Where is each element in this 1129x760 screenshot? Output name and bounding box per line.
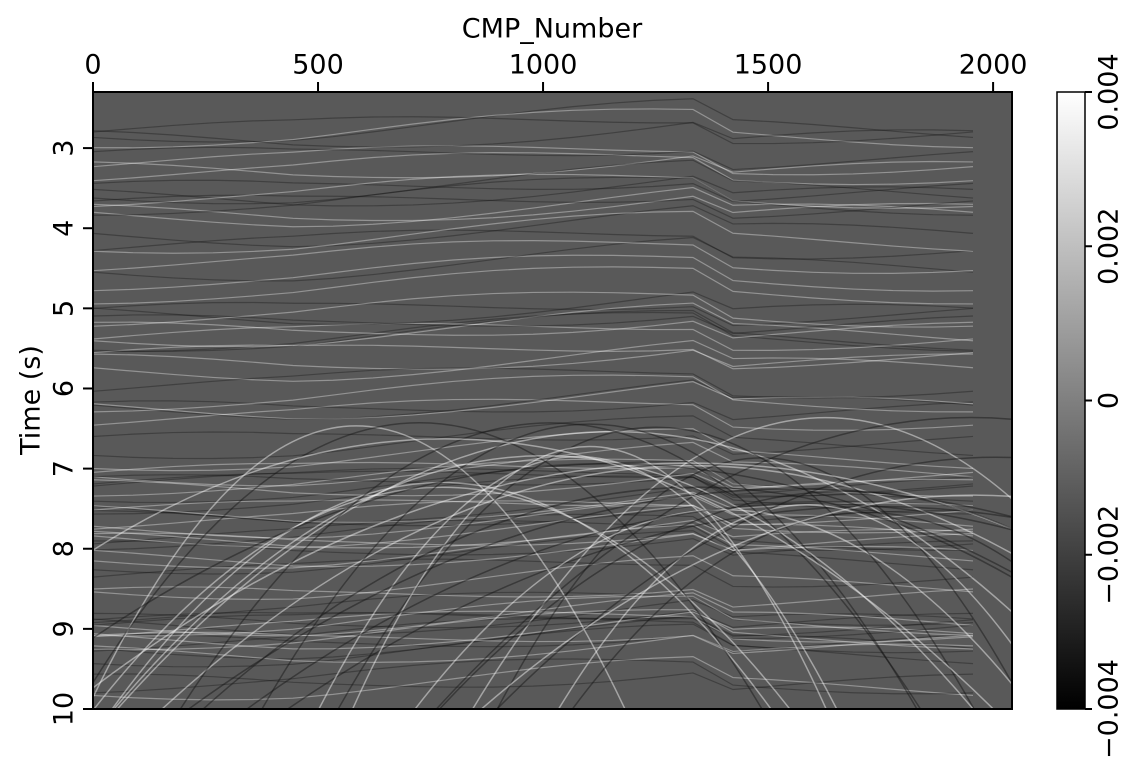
colorbar-tick-label: 0.004 <box>1094 53 1125 130</box>
colorbar-tick-label: −0.002 <box>1094 505 1125 605</box>
y-tick-label: 9 <box>49 620 80 637</box>
x-tick-label: 1500 <box>734 50 803 81</box>
colorbar <box>1057 92 1085 709</box>
x-axis-label: CMP_Number <box>462 14 643 45</box>
y-tick-label: 5 <box>49 300 80 317</box>
colorbar-tick-label: 0 <box>1094 392 1125 409</box>
y-axis-label: Time (s) <box>16 345 47 456</box>
chart: CMP_Number Time (s) 0 500 1000 1500 2000 3 4 5 6… <box>0 0 1129 760</box>
y-tick-label: 8 <box>49 540 80 557</box>
colorbar-tick-label: −0.004 <box>1094 659 1125 759</box>
colorbar-tick-label: 0.002 <box>1094 208 1125 285</box>
x-tick-label: 2000 <box>959 50 1028 81</box>
y-tick-label: 6 <box>49 380 80 397</box>
y-tick-label: 7 <box>49 460 80 477</box>
x-tick-label: 0 <box>84 50 101 81</box>
y-tick-label: 3 <box>49 139 80 156</box>
y-tick-label: 4 <box>49 220 80 237</box>
x-tick-label: 500 <box>292 50 344 81</box>
y-tick-label: 10 <box>49 692 80 726</box>
x-tick-label: 1000 <box>509 50 578 81</box>
